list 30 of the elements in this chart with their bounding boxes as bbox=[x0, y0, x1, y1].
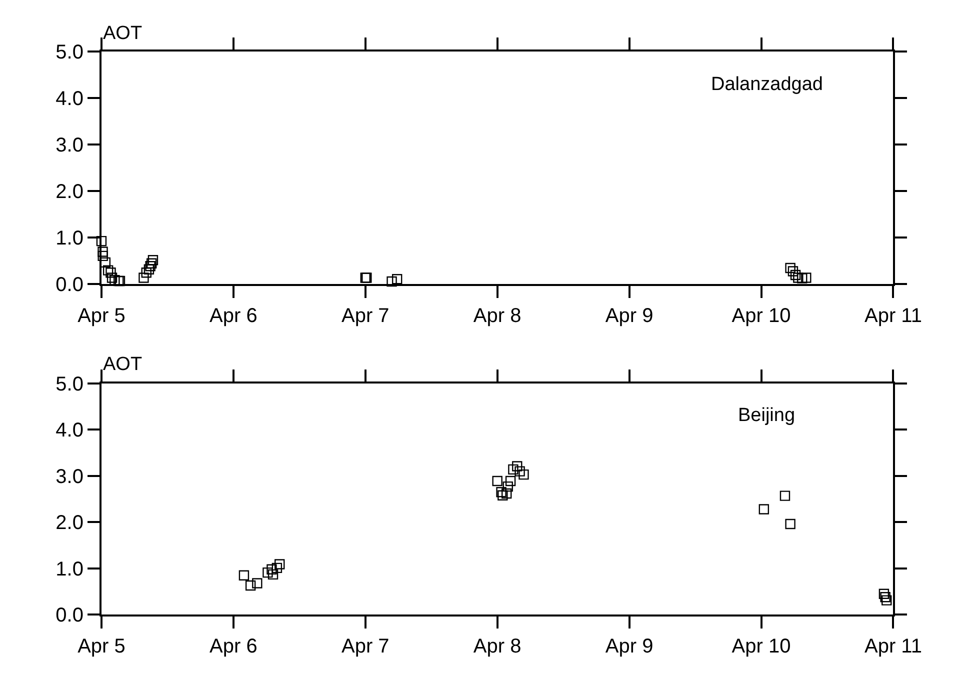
x-tick-label: Apr 5 bbox=[78, 636, 126, 658]
x-tick-label: Apr 11 bbox=[864, 636, 922, 658]
x-tick-label: Apr 11 bbox=[864, 304, 922, 327]
x-tick-label: Apr 6 bbox=[210, 636, 258, 658]
x-tick-label: Apr 5 bbox=[78, 304, 126, 327]
x-tick-label: Apr 10 bbox=[732, 636, 791, 658]
y-tick-label: 3.0 bbox=[56, 134, 84, 156]
y-tick-label: 2.0 bbox=[56, 180, 84, 203]
y-tick-label: 0.0 bbox=[56, 604, 84, 627]
y-tick-label: 4.0 bbox=[56, 420, 84, 442]
y-tick-label: 2.0 bbox=[56, 512, 84, 534]
y-axis-title: AOT bbox=[103, 354, 142, 375]
y-tick-label: 0.0 bbox=[56, 274, 84, 296]
annotation: Beijing bbox=[738, 405, 796, 426]
x-tick-label: Apr 9 bbox=[605, 304, 654, 327]
y-tick-label: 1.0 bbox=[56, 227, 84, 250]
y-tick-label: 5.0 bbox=[56, 42, 84, 64]
x-tick-label: Apr 7 bbox=[341, 636, 390, 658]
annotation: Dalanzadgad bbox=[711, 74, 823, 95]
x-tick-label: Apr 10 bbox=[732, 304, 791, 327]
x-tick-label: Apr 6 bbox=[210, 304, 258, 327]
y-axis-title: AOT bbox=[103, 23, 142, 44]
y-tick-label: 1.0 bbox=[56, 558, 84, 580]
y-tick-label: 4.0 bbox=[56, 88, 84, 110]
y-tick-label: 5.0 bbox=[56, 373, 84, 396]
x-tick-label: Apr 8 bbox=[473, 304, 522, 327]
x-tick-label: Apr 8 bbox=[473, 636, 522, 658]
x-tick-label: Apr 7 bbox=[341, 304, 390, 327]
x-tick-label: Apr 9 bbox=[605, 636, 654, 658]
y-tick-label: 3.0 bbox=[56, 466, 84, 488]
